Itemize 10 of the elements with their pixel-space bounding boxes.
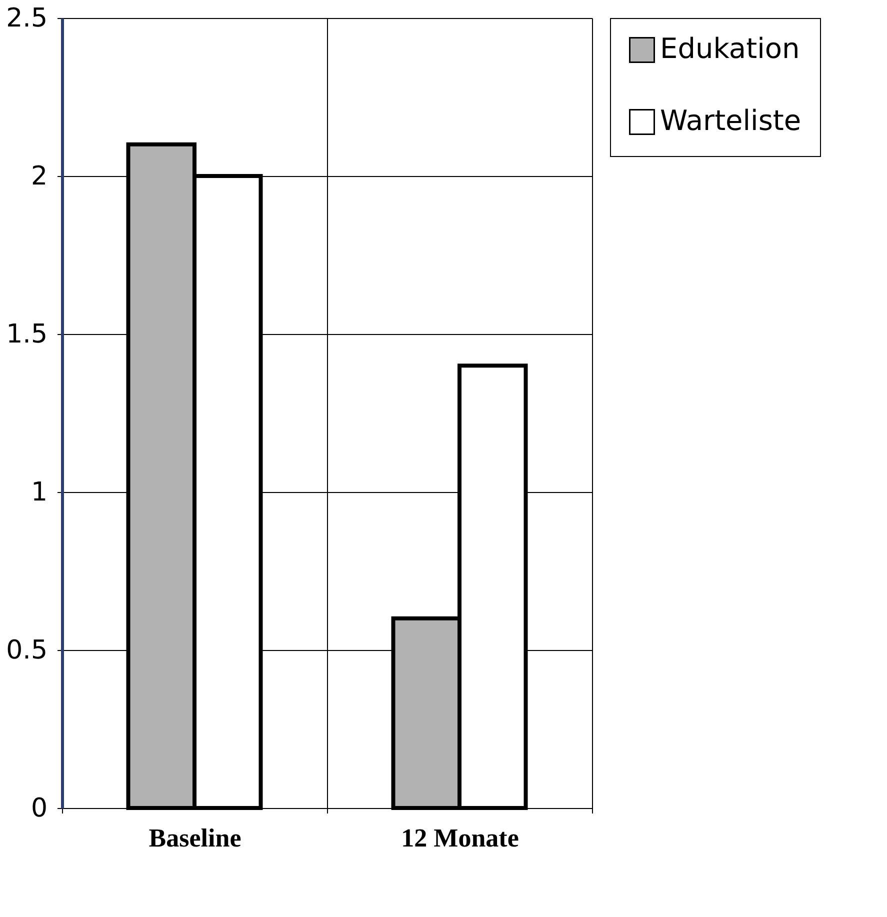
y-tick-label: 2	[30, 162, 48, 192]
y-tick-label: 0.5	[6, 636, 48, 666]
x-tick-label: Baseline	[148, 824, 242, 852]
y-tick-label: 1	[30, 478, 48, 508]
y-tick-label: 0	[30, 794, 48, 824]
y-tick-label: 2.5	[6, 4, 48, 34]
legend-label: Edukation	[660, 32, 800, 65]
legend-label: Warteliste	[660, 104, 802, 137]
y-tick-label: 1.5	[6, 320, 48, 350]
x-tick-label: 12 Monate	[401, 824, 519, 852]
